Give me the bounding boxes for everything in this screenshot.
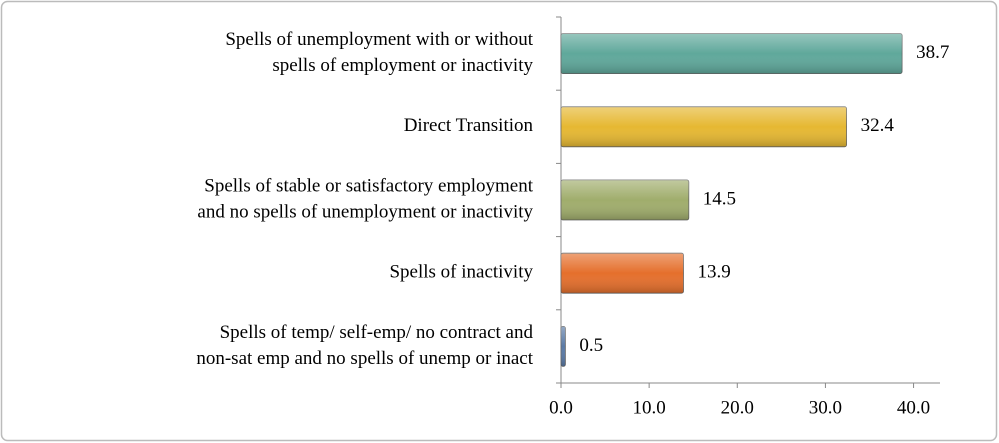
y-tick-label: Spells of inactivity xyxy=(389,262,533,283)
bar xyxy=(560,325,566,367)
x-tick-label: 40.0 xyxy=(897,397,930,418)
bar xyxy=(560,106,847,148)
value-label: 38.7 xyxy=(916,42,949,63)
x-tick-label: 20.0 xyxy=(721,397,754,418)
y-tick-label: Spells of stable or satisfactory employm… xyxy=(204,175,533,196)
bar xyxy=(560,179,690,221)
y-tick-label: Direct Transition xyxy=(404,115,534,136)
value-label: 0.5 xyxy=(579,335,603,356)
x-tick-label: 0.0 xyxy=(549,397,573,418)
bar xyxy=(560,33,903,74)
y-tick-label: Spells of unemployment with or without xyxy=(225,29,533,50)
y-tick-label: spells of employment or inactivity xyxy=(272,55,533,76)
x-tick-label: 10.0 xyxy=(633,397,666,418)
value-label: 13.9 xyxy=(698,262,731,283)
y-tick-label: non-sat emp and no spells of unemp or in… xyxy=(196,348,533,369)
x-tick-label: 30.0 xyxy=(809,397,842,418)
value-label: 32.4 xyxy=(861,115,895,136)
bar xyxy=(560,252,684,294)
value-label: 14.5 xyxy=(703,188,736,209)
y-tick-label: and no spells of unemployment or inactiv… xyxy=(197,201,533,222)
y-tick-label: Spells of temp/ self-emp/ no contract an… xyxy=(220,322,534,343)
